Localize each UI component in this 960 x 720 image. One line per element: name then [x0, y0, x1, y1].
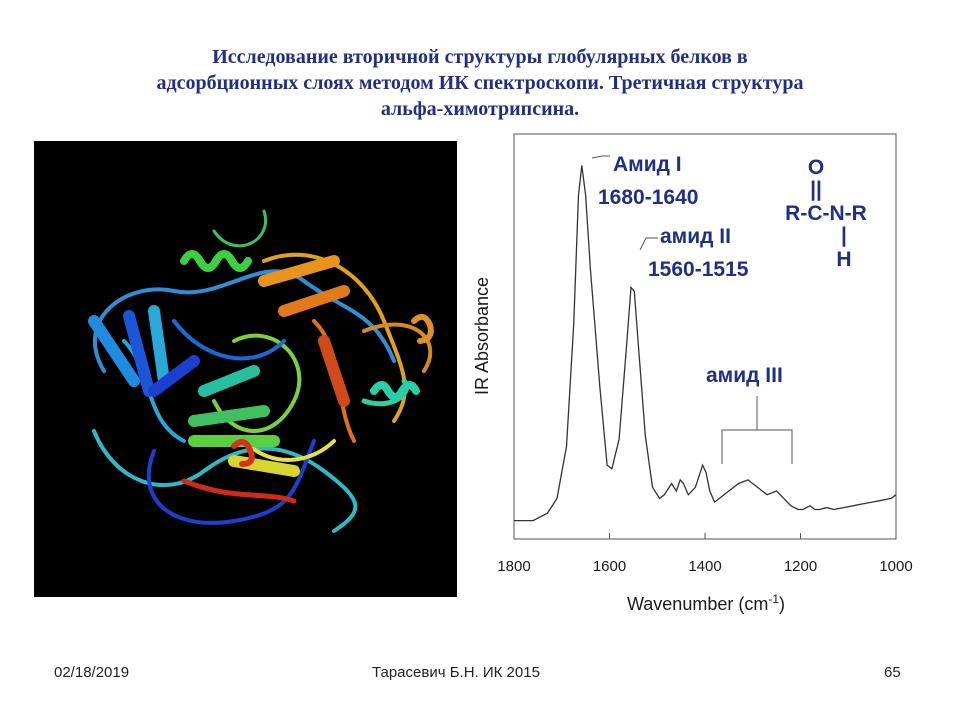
title-line-2: адсорбционных слоях методом ИК спектроск…: [156, 72, 804, 94]
spectrum-line: [514, 165, 897, 522]
x-axis-label-exponent: -1: [768, 592, 779, 606]
x-tick-label: 1800: [497, 558, 530, 575]
x-tick-label: 1000: [879, 558, 912, 575]
x-axis-label-close: ): [779, 594, 785, 614]
title-line-1: Исследование вторичной структуры глобуля…: [212, 46, 748, 68]
amide2-label: амид II: [660, 225, 731, 248]
protein-ribbon-illustration: [88, 209, 434, 533]
footer-page-number: 65: [884, 664, 901, 681]
y-axis-label: IR Absorbance: [472, 277, 492, 395]
amide1-label: Амид I: [613, 153, 682, 176]
x-tick-label: 1200: [784, 558, 817, 575]
ir-spectrum-chart: 1800 1600 1400 1200 1000 IR Absorbance Waven…: [472, 133, 913, 614]
title-line-3: альфа-химотрипсина.: [380, 98, 580, 120]
slide-title: Исследование вторичной структуры глобуля…: [40, 44, 920, 122]
amide1-leader: [591, 155, 610, 159]
protein-ribbon-image: [34, 141, 457, 597]
formula-double-bond: ||: [810, 178, 822, 201]
formula-hydrogen: H: [836, 248, 851, 271]
footer-author-course: Тарасевич Б.Н. ИК 2015: [372, 664, 540, 681]
amide3-label: амид III: [706, 364, 783, 387]
footer-date: 02/18/2019: [54, 664, 130, 681]
amide1-range: 1680-1640: [598, 186, 698, 209]
plot-frame: [513, 133, 897, 540]
amide2-range: 1560-1515: [648, 258, 749, 281]
amide2-leader: [639, 237, 658, 251]
x-axis-ticks: 1800 1600 1400 1200 1000: [497, 533, 913, 575]
x-tick-label: 1400: [688, 558, 721, 575]
formula-single-bond: |: [841, 224, 847, 247]
x-axis-label-text: Wavenumber (cm: [627, 594, 768, 614]
formula-amide-group: R-C-N-R: [785, 202, 867, 225]
formula-oxygen: O: [808, 156, 824, 179]
amide3-bracket: [721, 396, 793, 464]
x-tick-label: 1600: [593, 558, 626, 575]
x-axis-label: Wavenumber (cm-1): [627, 592, 785, 614]
